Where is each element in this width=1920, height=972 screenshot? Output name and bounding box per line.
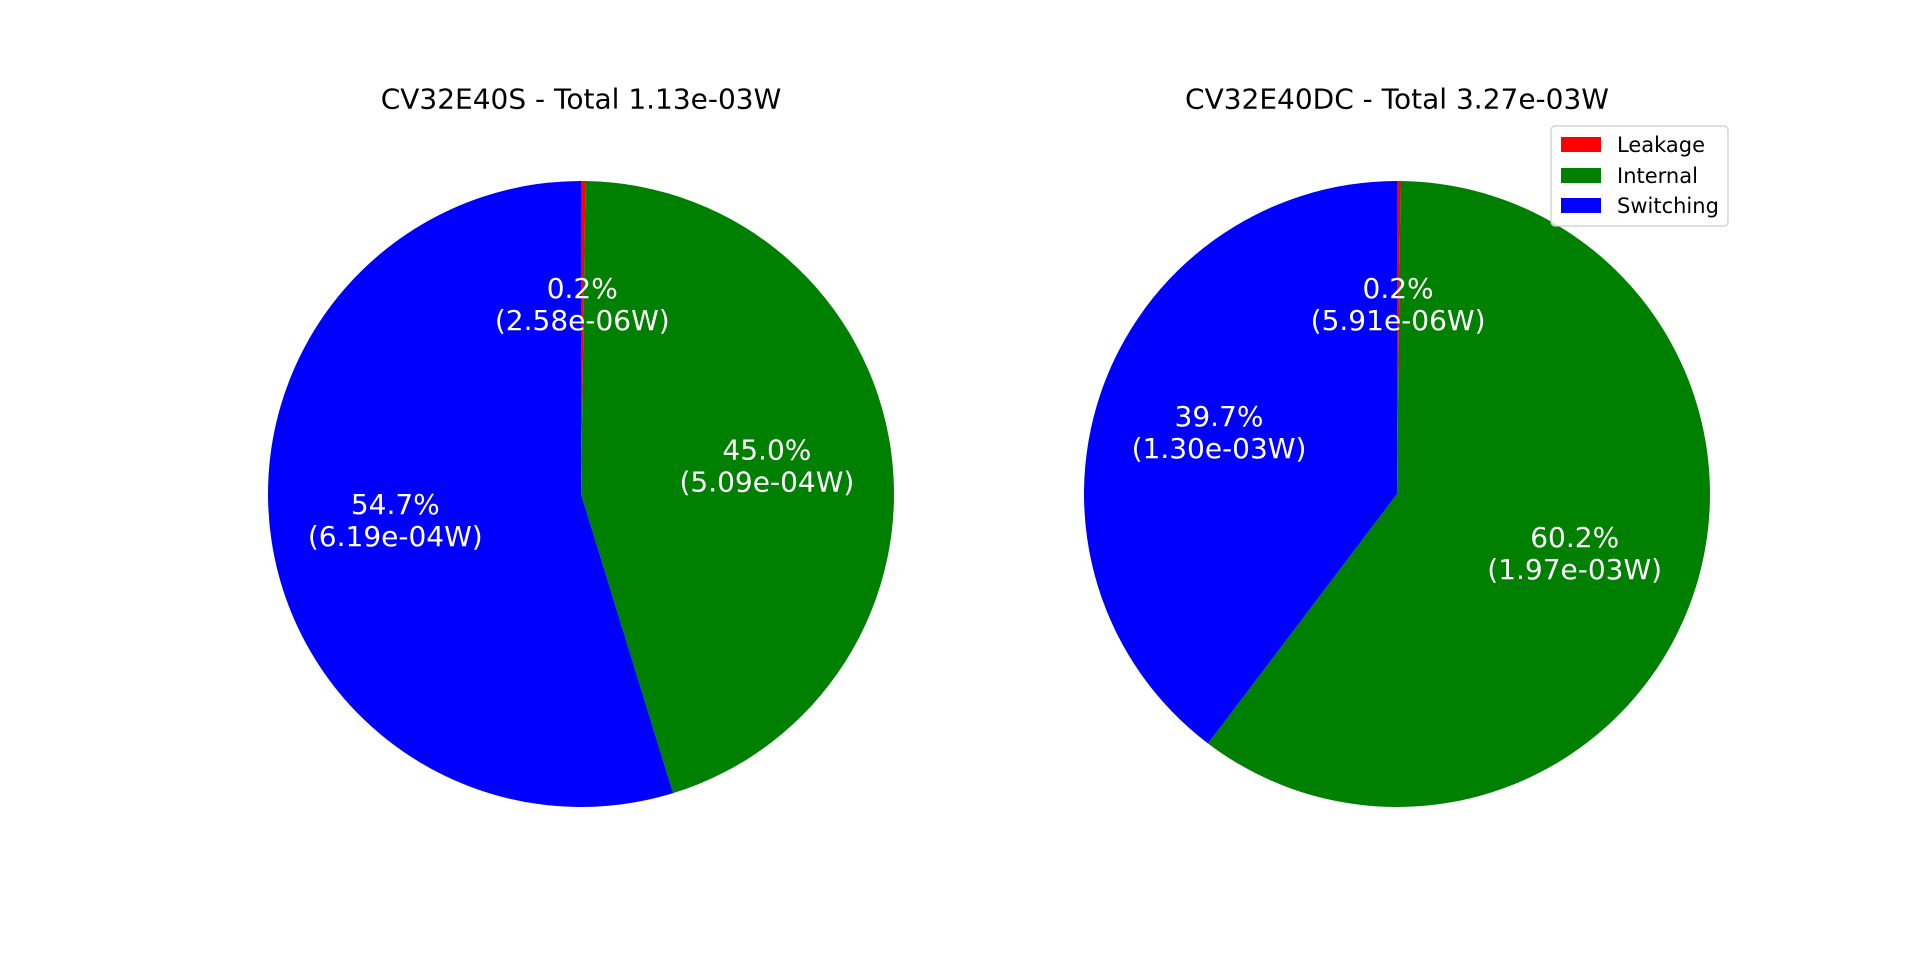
pie-slices (1083, 180, 1710, 807)
legend-swatch-internal (1561, 168, 1601, 183)
pie-chart-cv32e40dc: CV32E40DC - Total 3.27e-03W 0.2% (5.91e-0… (1083, 83, 1710, 807)
slice-value-label: (5.91e-06W) (1311, 304, 1486, 337)
slice-percent-label: 39.7% (1175, 400, 1264, 433)
legend-label-leakage: Leakage (1617, 133, 1705, 157)
chart-title: CV32E40S - Total 1.13e-03W (381, 83, 782, 116)
slice-percent-label: 60.2% (1530, 521, 1619, 554)
slice-percent-label: 0.2% (1363, 272, 1434, 305)
slice-percent-label: 45.0% (722, 433, 811, 466)
slice-percent-label: 54.7% (351, 488, 440, 521)
chart-title: CV32E40DC - Total 3.27e-03W (1185, 83, 1609, 116)
slice-label-internal: 60.2% (1.97e-03W) (1487, 521, 1662, 586)
slice-label-switching: 54.7% (6.19e-04W) (308, 488, 483, 553)
slice-labels: 0.2% (5.91e-06W) 60.2% (1.97e-03W) 39.7% (1.3… (1132, 272, 1663, 586)
slice-label-internal: 45.0% (5.09e-04W) (679, 433, 854, 498)
slice-value-label: (5.09e-04W) (679, 465, 854, 498)
pie-chart-cv32e40s: CV32E40S - Total 1.13e-03W 0.2% (2.58e-06… (268, 83, 895, 808)
pie-slice-leakage (581, 180, 586, 494)
pie-slice-switching (1083, 180, 1397, 744)
slice-value-label: (1.97e-03W) (1487, 553, 1662, 586)
legend-label-switching: Switching (1617, 194, 1719, 218)
slice-label-leakage: 0.2% (5.91e-06W) (1311, 272, 1486, 337)
pie-slice-internal (1208, 181, 1710, 807)
legend-swatch-switching (1561, 198, 1601, 213)
slice-label-switching: 39.7% (1.30e-03W) (1132, 400, 1307, 465)
pie-slices (268, 180, 895, 808)
pie-slice-switching (268, 181, 674, 808)
legend-swatch-leakage (1561, 137, 1601, 152)
slice-label-leakage: 0.2% (2.58e-06W) (495, 272, 670, 337)
slice-value-label: (6.19e-04W) (308, 520, 483, 553)
slice-value-label: (1.30e-03W) (1132, 432, 1307, 465)
slice-percent-label: 0.2% (547, 272, 618, 305)
legend: Leakage Internal Switching (1550, 125, 1729, 227)
pie-slice-internal (581, 181, 895, 794)
slice-labels: 0.2% (2.58e-06W) 45.0% (5.09e-04W) 54.7% (6.1… (308, 272, 854, 553)
legend-label-internal: Internal (1617, 164, 1698, 188)
pie-slice-leakage (1397, 181, 1401, 494)
slice-value-label: (2.58e-06W) (495, 304, 670, 337)
